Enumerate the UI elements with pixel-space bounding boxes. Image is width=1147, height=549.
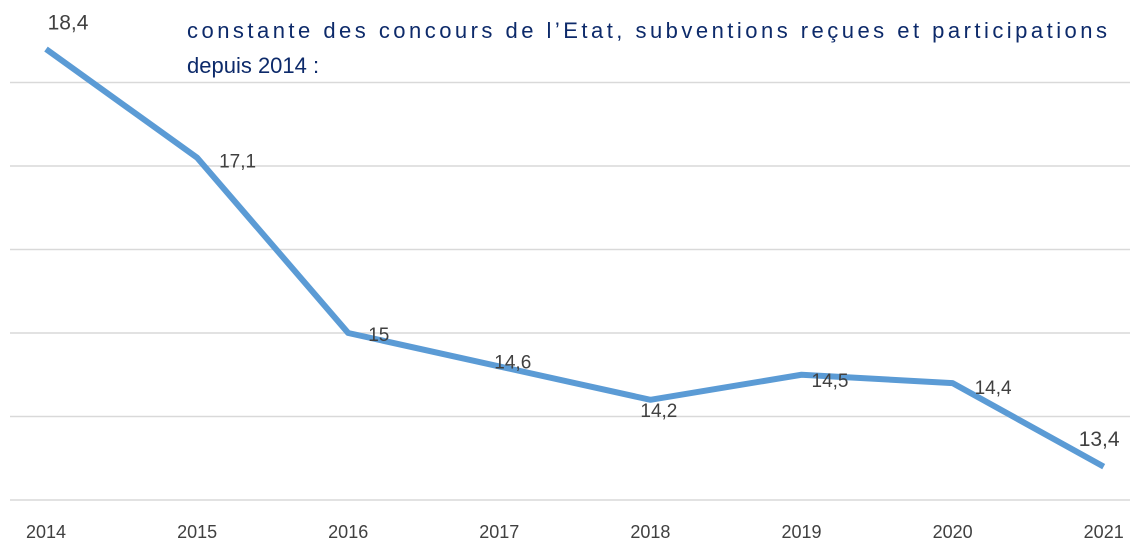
data-label: 18,4: [48, 12, 89, 35]
data-label: 14,2: [640, 401, 677, 422]
data-label: 15: [368, 325, 389, 346]
header-line: constante des concours de l’Etat, subven…: [187, 18, 1107, 43]
x-tick-label: 2014: [26, 522, 66, 542]
x-tick-label: 2017: [479, 522, 519, 542]
x-tick-label: 2021: [1084, 522, 1124, 542]
x-tick-label: 2020: [933, 522, 973, 542]
data-label: 13,4: [1079, 428, 1120, 451]
x-tick-label: 2016: [328, 522, 368, 542]
data-label: 14,6: [494, 352, 531, 373]
data-label: 14,4: [975, 378, 1012, 399]
header-line: depuis 2014 :: [187, 53, 319, 78]
x-tick-label: 2015: [177, 522, 217, 542]
data-line: [44, 46, 1106, 470]
x-tick-label: 2019: [781, 522, 821, 542]
data-label: 14,5: [812, 371, 849, 392]
data-label: 17,1: [219, 152, 256, 173]
x-tick-label: 2018: [630, 522, 670, 542]
